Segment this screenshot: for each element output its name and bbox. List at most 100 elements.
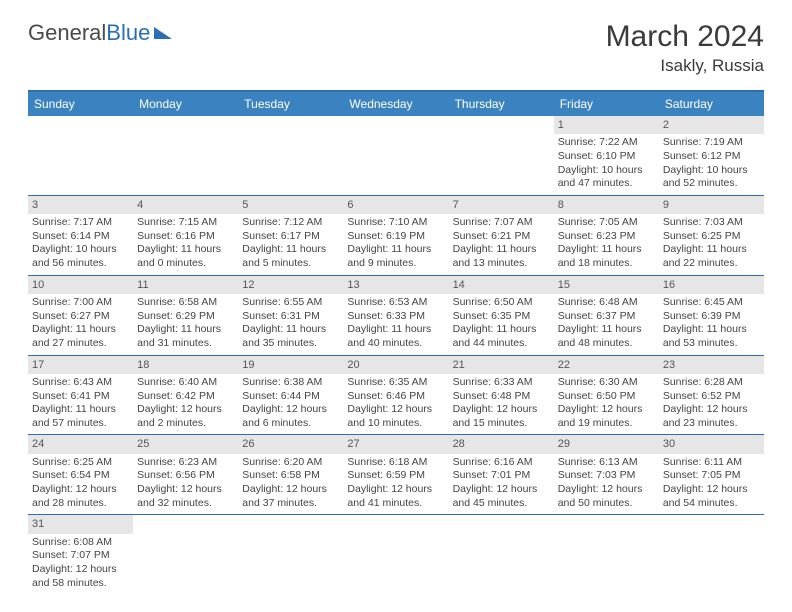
sunset: Sunset: 6:44 PM	[242, 390, 339, 404]
daylight-2: and 40 minutes.	[347, 337, 444, 351]
daylight-2: and 37 minutes.	[242, 497, 339, 511]
day-number: 3	[28, 196, 133, 214]
day-cell: 31Sunrise: 6:08 AMSunset: 7:07 PMDayligh…	[28, 515, 133, 594]
day-number	[133, 116, 238, 134]
day-body: Sunrise: 7:00 AMSunset: 6:27 PMDaylight:…	[28, 294, 133, 355]
sunset: Sunset: 6:16 PM	[137, 230, 234, 244]
daylight-2: and 45 minutes.	[453, 497, 550, 511]
daylight-1: Daylight: 11 hours	[663, 243, 760, 257]
title-block: March 2024 Isakly, Russia	[606, 20, 764, 76]
sunrise: Sunrise: 6:40 AM	[137, 376, 234, 390]
daylight-1: Daylight: 11 hours	[347, 243, 444, 257]
logo-text-1: General	[28, 20, 106, 46]
sunrise: Sunrise: 6:13 AM	[558, 456, 655, 470]
day-number	[659, 515, 764, 533]
sunrise: Sunrise: 6:18 AM	[347, 456, 444, 470]
day-cell: 23Sunrise: 6:28 AMSunset: 6:52 PMDayligh…	[659, 356, 764, 435]
day-body: Sunrise: 7:07 AMSunset: 6:21 PMDaylight:…	[449, 214, 554, 275]
day-cell: 14Sunrise: 6:50 AMSunset: 6:35 PMDayligh…	[449, 276, 554, 355]
day-number: 12	[238, 276, 343, 294]
daylight-1: Daylight: 12 hours	[558, 483, 655, 497]
sunset: Sunset: 7:05 PM	[663, 469, 760, 483]
daylight-1: Daylight: 12 hours	[663, 403, 760, 417]
day-number: 26	[238, 435, 343, 453]
daylight-2: and 9 minutes.	[347, 257, 444, 271]
daylight-1: Daylight: 11 hours	[453, 243, 550, 257]
day-cell: 28Sunrise: 6:16 AMSunset: 7:01 PMDayligh…	[449, 435, 554, 514]
day-body: Sunrise: 6:33 AMSunset: 6:48 PMDaylight:…	[449, 374, 554, 435]
sunset: Sunset: 6:33 PM	[347, 310, 444, 324]
daylight-1: Daylight: 11 hours	[663, 323, 760, 337]
day-body: Sunrise: 6:55 AMSunset: 6:31 PMDaylight:…	[238, 294, 343, 355]
day-cell: 25Sunrise: 6:23 AMSunset: 6:56 PMDayligh…	[133, 435, 238, 514]
sunset: Sunset: 6:10 PM	[558, 150, 655, 164]
day-body: Sunrise: 7:12 AMSunset: 6:17 PMDaylight:…	[238, 214, 343, 275]
sunrise: Sunrise: 7:07 AM	[453, 216, 550, 230]
day-cell: 12Sunrise: 6:55 AMSunset: 6:31 PMDayligh…	[238, 276, 343, 355]
sunrise: Sunrise: 6:33 AM	[453, 376, 550, 390]
day-cell	[133, 515, 238, 594]
daylight-1: Daylight: 11 hours	[242, 323, 339, 337]
weekday-tue: Tuesday	[238, 92, 343, 116]
day-number	[238, 116, 343, 134]
day-number: 4	[133, 196, 238, 214]
day-number: 10	[28, 276, 133, 294]
day-cell: 5Sunrise: 7:12 AMSunset: 6:17 PMDaylight…	[238, 196, 343, 275]
day-cell: 7Sunrise: 7:07 AMSunset: 6:21 PMDaylight…	[449, 196, 554, 275]
day-body: Sunrise: 7:05 AMSunset: 6:23 PMDaylight:…	[554, 214, 659, 275]
day-number: 31	[28, 515, 133, 533]
sunset: Sunset: 6:46 PM	[347, 390, 444, 404]
day-number	[343, 515, 448, 533]
sunset: Sunset: 6:50 PM	[558, 390, 655, 404]
day-cell: 1Sunrise: 7:22 AMSunset: 6:10 PMDaylight…	[554, 116, 659, 195]
week-row: 17Sunrise: 6:43 AMSunset: 6:41 PMDayligh…	[28, 356, 764, 436]
sunrise: Sunrise: 6:50 AM	[453, 296, 550, 310]
daylight-1: Daylight: 12 hours	[453, 483, 550, 497]
day-number: 5	[238, 196, 343, 214]
day-number: 23	[659, 356, 764, 374]
sunrise: Sunrise: 6:20 AM	[242, 456, 339, 470]
logo: GeneralBlue	[28, 20, 172, 46]
day-body: Sunrise: 6:16 AMSunset: 7:01 PMDaylight:…	[449, 454, 554, 515]
week-row: 31Sunrise: 6:08 AMSunset: 7:07 PMDayligh…	[28, 515, 764, 594]
sunrise: Sunrise: 6:25 AM	[32, 456, 129, 470]
day-body: Sunrise: 6:48 AMSunset: 6:37 PMDaylight:…	[554, 294, 659, 355]
day-number: 8	[554, 196, 659, 214]
day-cell: 2Sunrise: 7:19 AMSunset: 6:12 PMDaylight…	[659, 116, 764, 195]
weekday-sun: Sunday	[28, 92, 133, 116]
day-body: Sunrise: 6:43 AMSunset: 6:41 PMDaylight:…	[28, 374, 133, 435]
sunrise: Sunrise: 6:53 AM	[347, 296, 444, 310]
sunrise: Sunrise: 6:43 AM	[32, 376, 129, 390]
day-cell	[449, 515, 554, 594]
daylight-1: Daylight: 12 hours	[242, 483, 339, 497]
daylight-2: and 44 minutes.	[453, 337, 550, 351]
day-cell: 30Sunrise: 6:11 AMSunset: 7:05 PMDayligh…	[659, 435, 764, 514]
day-cell	[28, 116, 133, 195]
day-cell	[449, 116, 554, 195]
sunrise: Sunrise: 6:30 AM	[558, 376, 655, 390]
day-body: Sunrise: 6:25 AMSunset: 6:54 PMDaylight:…	[28, 454, 133, 515]
daylight-2: and 35 minutes.	[242, 337, 339, 351]
week-row: 1Sunrise: 7:22 AMSunset: 6:10 PMDaylight…	[28, 116, 764, 196]
logo-flag-icon	[154, 27, 172, 39]
daylight-2: and 18 minutes.	[558, 257, 655, 271]
day-body: Sunrise: 6:18 AMSunset: 6:59 PMDaylight:…	[343, 454, 448, 515]
sunrise: Sunrise: 6:38 AM	[242, 376, 339, 390]
daylight-1: Daylight: 12 hours	[347, 483, 444, 497]
daylight-2: and 10 minutes.	[347, 417, 444, 431]
logo-text-2: Blue	[106, 20, 150, 46]
day-body: Sunrise: 7:17 AMSunset: 6:14 PMDaylight:…	[28, 214, 133, 275]
sunrise: Sunrise: 7:10 AM	[347, 216, 444, 230]
sunset: Sunset: 6:23 PM	[558, 230, 655, 244]
day-body: Sunrise: 6:38 AMSunset: 6:44 PMDaylight:…	[238, 374, 343, 435]
sunrise: Sunrise: 7:05 AM	[558, 216, 655, 230]
sunset: Sunset: 6:42 PM	[137, 390, 234, 404]
location: Isakly, Russia	[606, 56, 764, 76]
daylight-1: Daylight: 11 hours	[32, 323, 129, 337]
weekday-thu: Thursday	[449, 92, 554, 116]
sunset: Sunset: 7:03 PM	[558, 469, 655, 483]
day-body: Sunrise: 6:40 AMSunset: 6:42 PMDaylight:…	[133, 374, 238, 435]
daylight-1: Daylight: 12 hours	[663, 483, 760, 497]
daylight-2: and 28 minutes.	[32, 497, 129, 511]
daylight-1: Daylight: 12 hours	[32, 483, 129, 497]
